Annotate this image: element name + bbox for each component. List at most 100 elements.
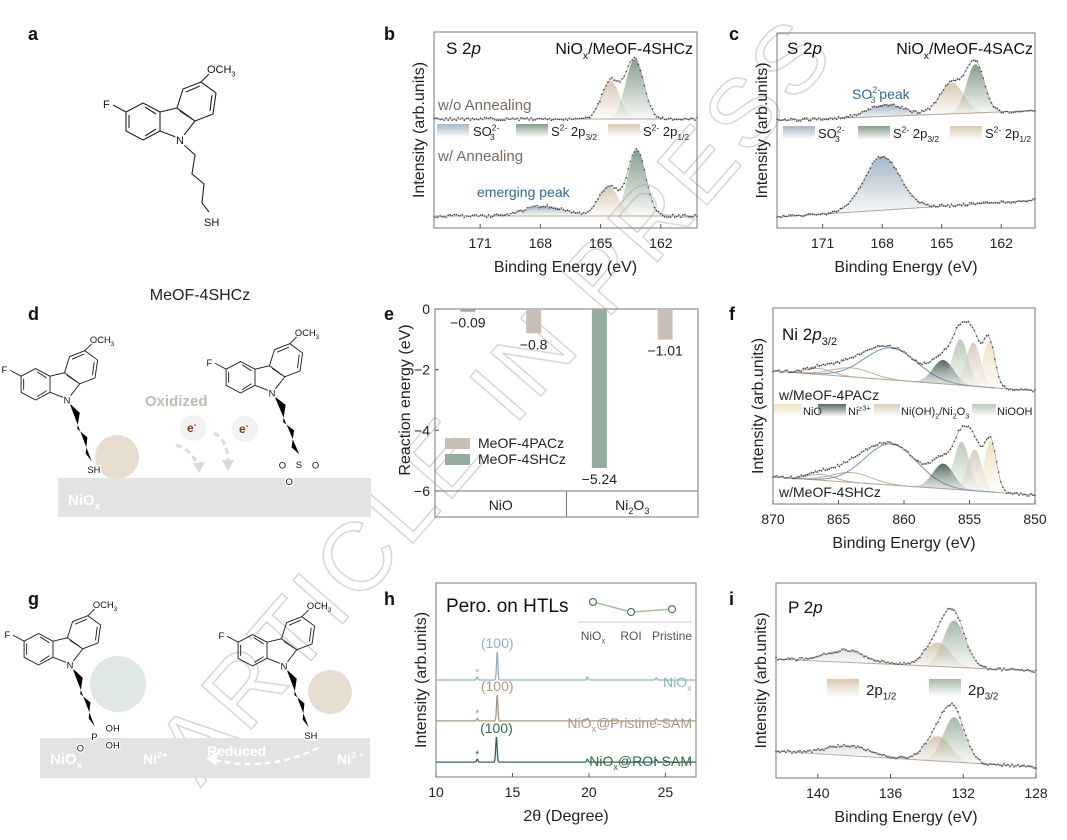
data-point xyxy=(1024,493,1026,496)
data-point xyxy=(782,371,784,373)
data-point xyxy=(985,334,988,337)
data-point xyxy=(833,117,836,119)
text-part: 2- xyxy=(560,123,568,133)
data-point xyxy=(993,358,996,360)
data-point xyxy=(907,189,909,192)
data-point xyxy=(970,60,973,63)
thiol-highlight xyxy=(95,435,139,479)
data-point xyxy=(919,461,921,463)
plot-frame xyxy=(433,31,698,229)
fit-envelope xyxy=(776,59,1035,121)
data-point xyxy=(935,456,937,459)
data-point xyxy=(1033,671,1035,674)
data-point xyxy=(954,205,957,208)
peak-component xyxy=(966,341,1012,390)
x-tick-label: 136 xyxy=(879,785,903,801)
data-point xyxy=(853,195,856,197)
methoxy-label: OCH3 xyxy=(295,328,320,341)
data-point xyxy=(562,208,565,211)
data-point xyxy=(994,106,997,109)
data-point xyxy=(899,755,901,758)
data-point xyxy=(913,109,915,112)
atom-f: F xyxy=(5,630,11,640)
data-point xyxy=(941,711,943,714)
arrow-head xyxy=(206,752,218,766)
data-point xyxy=(669,216,672,218)
data-point xyxy=(1034,494,1036,497)
ni2-label: Ni2+ xyxy=(143,750,167,767)
data-point xyxy=(815,118,818,121)
methoxy-text: OCH3 xyxy=(207,64,235,78)
data-point xyxy=(776,118,778,120)
data-point xyxy=(915,659,917,662)
data-point xyxy=(797,750,799,752)
data-point xyxy=(775,750,777,753)
data-point xyxy=(605,84,607,87)
data-point xyxy=(879,345,881,347)
data-point xyxy=(903,108,905,110)
inset-point xyxy=(588,597,598,607)
data-point xyxy=(911,456,913,458)
data-point xyxy=(923,743,925,745)
data-point xyxy=(532,119,534,121)
xrd-pattern xyxy=(436,694,696,722)
data-point xyxy=(825,118,828,121)
data-point xyxy=(1024,110,1026,112)
data-point xyxy=(696,116,698,119)
text-part: 3 xyxy=(644,506,649,516)
x-tick-label: 128 xyxy=(1024,785,1048,801)
data-point xyxy=(979,664,981,666)
data-point xyxy=(546,118,549,121)
text-part: 2 xyxy=(935,411,939,420)
data-point xyxy=(1030,109,1032,112)
text-part: NiO xyxy=(663,674,687,690)
data-point xyxy=(986,201,989,203)
data-point xyxy=(784,215,786,217)
data-point xyxy=(971,430,974,433)
y-tick-label: −2 xyxy=(414,362,430,378)
molecule-sulfonate: F N S O O O OCH3 xyxy=(205,328,320,488)
data-point xyxy=(987,668,989,671)
data-point xyxy=(823,749,825,752)
data-point xyxy=(629,61,631,63)
data-point xyxy=(617,80,619,82)
data-point xyxy=(1019,765,1021,768)
data-point xyxy=(949,448,952,451)
data-point xyxy=(846,358,849,361)
legend-label: 2p3/2 xyxy=(968,682,998,703)
text-part: 1/2 xyxy=(677,132,689,142)
atom-sh: SH xyxy=(204,217,219,229)
x-tick-label: 132 xyxy=(952,785,976,801)
data-point xyxy=(858,453,861,456)
annotation: emerging peak xyxy=(477,184,571,200)
data-point xyxy=(673,216,676,218)
data-point xyxy=(808,473,811,475)
panel-i-chart: 140 136 132 128 Binding Energy (eV) Intensity… xyxy=(753,582,1048,826)
data-point xyxy=(680,216,682,219)
data-point xyxy=(633,151,636,153)
data-point xyxy=(875,346,877,348)
data-point xyxy=(861,182,864,185)
data-point xyxy=(963,321,966,323)
data-point xyxy=(848,458,851,461)
data-point xyxy=(1026,200,1028,203)
data-point xyxy=(909,662,911,665)
data-point xyxy=(1032,110,1034,112)
data-point xyxy=(961,627,963,629)
data-point xyxy=(965,637,967,640)
data-point xyxy=(1015,765,1017,767)
text-part: 2- xyxy=(872,85,880,95)
data-point xyxy=(776,216,778,218)
methoxy-label: OCH3 xyxy=(307,601,332,614)
data-point xyxy=(809,119,812,122)
data-point xyxy=(960,204,963,207)
data-point xyxy=(1017,763,1019,766)
data-point xyxy=(811,212,814,215)
data-point xyxy=(1031,671,1033,673)
data-point xyxy=(641,76,644,78)
data-point xyxy=(853,650,855,652)
data-point xyxy=(811,751,813,754)
data-point xyxy=(997,376,1000,378)
electron-label: e- xyxy=(187,420,197,435)
spectrum-label: w/MeOF-4SHCz xyxy=(778,484,881,500)
